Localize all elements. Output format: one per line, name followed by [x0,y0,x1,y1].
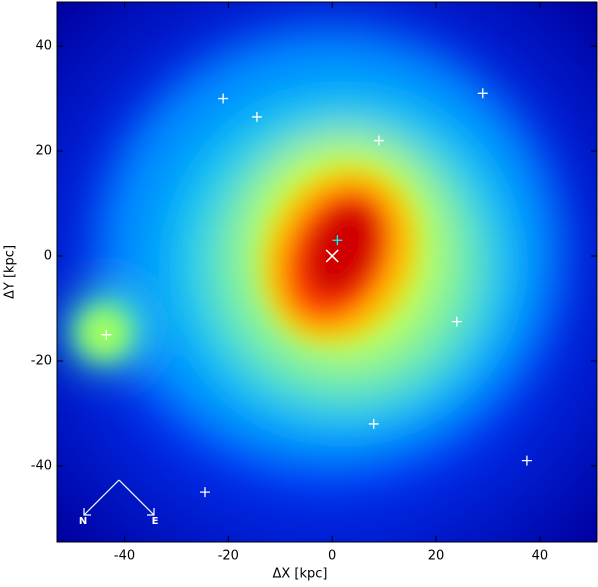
x-tick-label: 20 [428,549,445,564]
x-tick-label: -40 [114,549,135,564]
y-tick-label: -20 [31,353,52,368]
point [477,88,488,99]
compass-label: N [79,516,87,527]
point [332,235,343,246]
point [521,455,532,466]
point [101,329,112,340]
y-tick-label: 20 [35,144,52,159]
point [199,487,210,498]
y-axis-label: ΔY [kpc] [3,245,18,299]
point [218,93,229,104]
point [451,316,462,327]
density-map [57,2,597,542]
plot-frame [56,1,598,543]
x-axis-label: ΔX [kpc] [272,567,327,582]
x-tick-label: 0 [328,549,336,564]
point [368,418,379,429]
y-tick-label: 0 [44,248,52,263]
y-tick-label: -40 [31,458,52,473]
x-tick-label: -20 [218,549,239,564]
compass [83,479,155,516]
point [251,111,262,122]
point [325,249,339,263]
x-tick-label: 40 [532,549,549,564]
compass-label: E [152,516,159,527]
point [373,135,384,146]
y-tick-label: 40 [35,39,52,54]
